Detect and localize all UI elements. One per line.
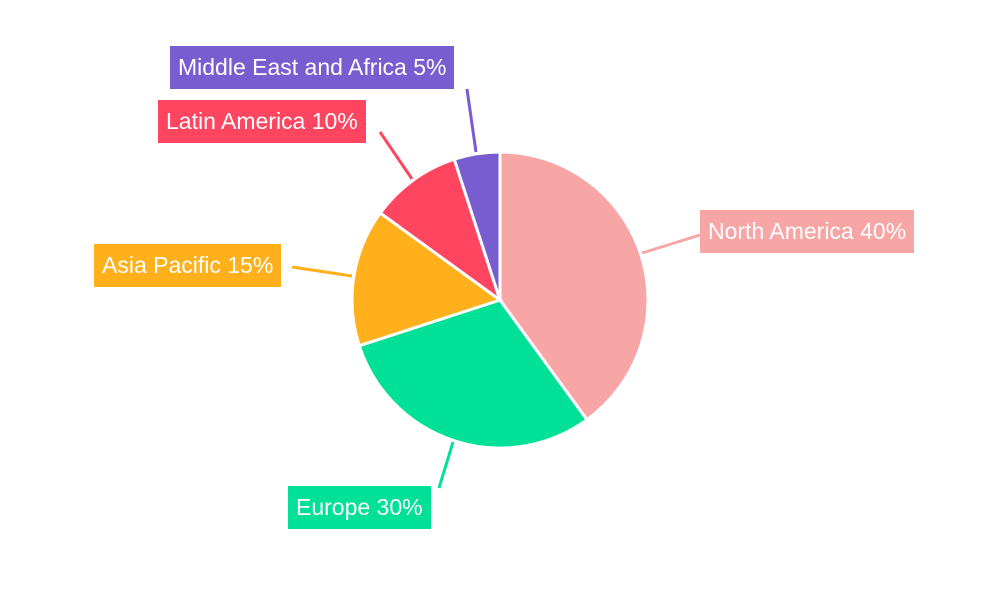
slice-asia-pacific[interactable] (350, 210, 504, 348)
slice-middle-east-and-africa[interactable] (452, 150, 502, 301)
slice-europe[interactable] (357, 298, 590, 450)
leader-line-latin-america (378, 131, 414, 180)
label-middle-east-and-africa: Middle East and Africa 5% (170, 46, 455, 89)
leader-line-europe (437, 441, 455, 489)
leader-line-north-america (641, 233, 701, 255)
label-north-america: North America 40% (700, 210, 915, 253)
slice-latin-america[interactable] (378, 157, 503, 304)
label-europe: Europe 30% (288, 486, 431, 529)
label-latin-america: Latin America 10% (158, 100, 366, 143)
slice-north-america[interactable] (498, 150, 650, 422)
leader-line-asia-pacific (291, 265, 353, 278)
label-asia-pacific: Asia Pacific 15% (94, 244, 282, 287)
leader-line-middle-east-and-africa (465, 88, 478, 153)
